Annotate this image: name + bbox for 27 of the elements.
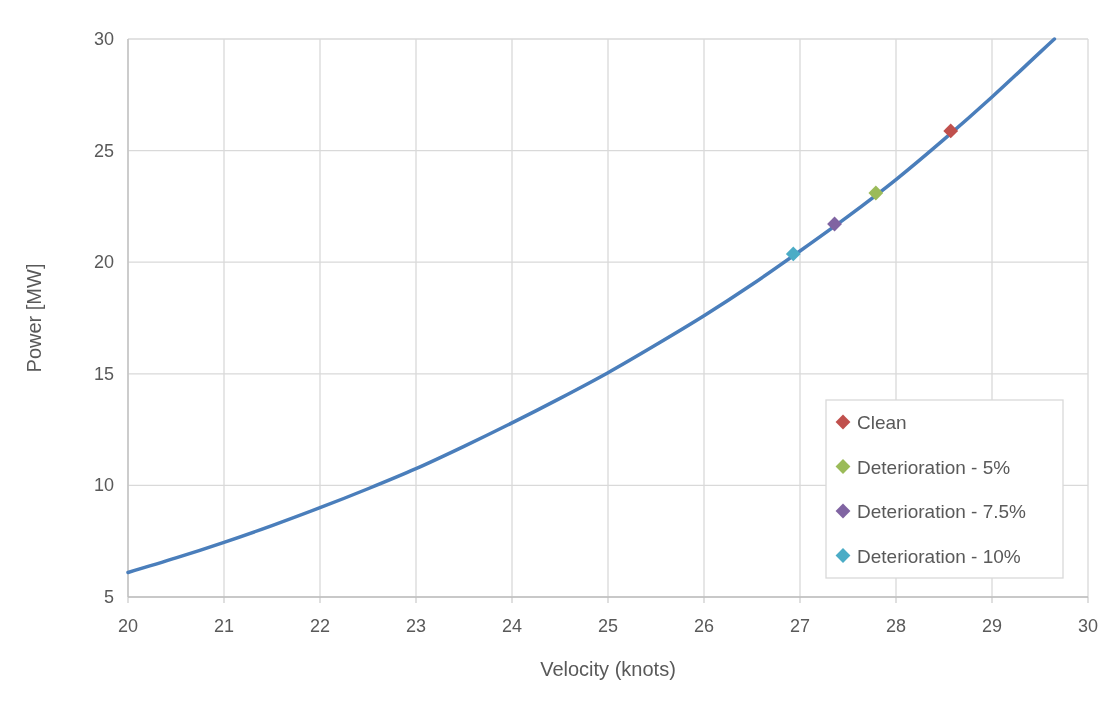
line-series xyxy=(126,37,1057,575)
x-tick-label: 20 xyxy=(117,616,139,636)
x-tick-label: 21 xyxy=(213,616,235,636)
x-tick-label: 30 xyxy=(1077,616,1099,636)
legend-label: Clean xyxy=(857,412,907,433)
y-tick-label: 5 xyxy=(103,587,114,607)
y-tick-label: 30 xyxy=(93,29,114,49)
point xyxy=(785,246,801,262)
x-tick-label: 23 xyxy=(405,616,427,636)
x-axis-title: Velocity (knots) xyxy=(540,658,676,680)
x-tick-label: 26 xyxy=(693,616,715,636)
point xyxy=(943,123,959,139)
legend-label: Deterioration - 7.5% xyxy=(857,501,1027,522)
y-tick-label: 10 xyxy=(93,475,114,496)
y-tick-label: 20 xyxy=(93,252,114,273)
x-tick-label: 22 xyxy=(309,616,331,636)
x-tick-label: 28 xyxy=(885,616,907,636)
y-axis-title: Power [MW] xyxy=(23,263,45,373)
legend-label: Deterioration - 10% xyxy=(857,545,1021,567)
legend-label: Deterioration - 5% xyxy=(857,456,1011,478)
x-tick-label: 29 xyxy=(981,616,1003,636)
point xyxy=(868,185,884,201)
x-tick-label: 25 xyxy=(597,616,619,636)
x-tick-label: 24 xyxy=(501,616,523,636)
y-tick-label: 25 xyxy=(93,140,114,161)
x-tick-label: 27 xyxy=(789,616,811,636)
y-tick-label: 15 xyxy=(93,363,114,384)
